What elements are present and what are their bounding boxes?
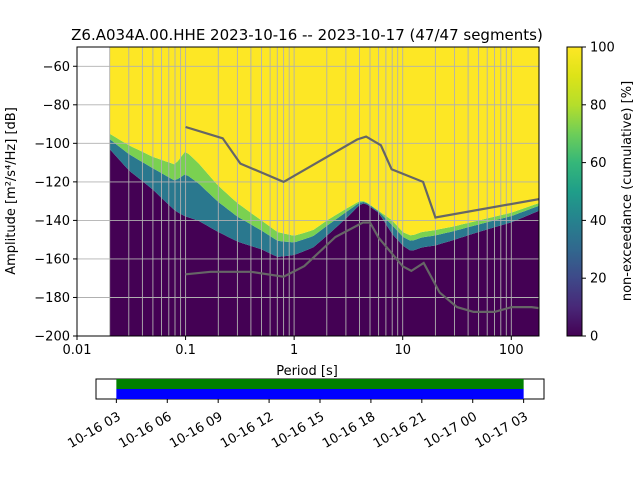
coverage-bar-available	[116, 379, 524, 389]
colorbar-tick-label: 80	[590, 98, 607, 113]
y-axis-label: Amplitude [m²/s⁴/Hz] [dB]	[4, 107, 19, 275]
x-axis-ticks: 0.01 0.1 1 10 100	[63, 336, 524, 358]
plot-frame	[76, 46, 540, 337]
timeline-tick-label: 10-17 00	[422, 409, 480, 451]
timeline-tick-label: 10-16 06	[116, 409, 174, 451]
timeline-tick-label: 10-16 18	[320, 409, 378, 451]
colorbar-tick-label: 0	[590, 330, 598, 345]
chart-title: Z6.A034A.00.HHE 2023-10-16 -- 2023-10-17…	[71, 26, 543, 44]
heatmap-high-region	[109, 47, 539, 236]
y-tick-label: −200	[34, 330, 70, 345]
nhnm-line	[185, 125, 539, 219]
colorbar-ticks: 0 20 40 60 80 100	[582, 41, 615, 345]
y-axis-ticks: −200 −180 −160 −140 −120 −100 −80 −60	[34, 60, 77, 345]
y-tick-label: −80	[43, 98, 70, 113]
x-tick-label: 0.1	[175, 343, 196, 358]
timeline-tick-label: 10-16 12	[218, 409, 276, 451]
colorbar-tick-label: 40	[590, 214, 607, 229]
x-tick-label: 100	[499, 343, 524, 358]
vertical-gridlines	[77, 47, 512, 336]
colorbar-tick-label: 60	[590, 156, 607, 171]
timeline-tick-label: 10-16 09	[167, 409, 225, 451]
timeline-tick-label: 10-16 21	[371, 409, 429, 451]
x-tick-label: 0.01	[63, 343, 92, 358]
horizontal-gridlines	[77, 65, 539, 336]
y-tick-label: −180	[34, 291, 70, 306]
y-tick-label: −100	[34, 137, 70, 152]
timeline-tick-label: 10-16 03	[65, 409, 123, 451]
colorbar-tick-label: 100	[590, 41, 615, 56]
timeline-tick-label: 10-17 03	[473, 409, 531, 451]
timeline-tick-label: 10-16 15	[269, 409, 327, 451]
y-tick-label: −120	[34, 175, 70, 190]
y-tick-label: −60	[43, 60, 70, 75]
colorbar	[566, 46, 583, 337]
y-tick-label: −160	[34, 252, 70, 267]
colorbar-label: non-exceedance (cumulative) [%]	[620, 81, 635, 301]
x-axis-label: Period [s]	[276, 364, 338, 379]
heatmap-low-region	[109, 149, 539, 336]
nlnm-line	[185, 221, 539, 313]
colorbar-tick-label: 20	[590, 272, 607, 287]
coverage-bar-used	[116, 389, 524, 399]
ppsd-plot-area	[77, 47, 539, 336]
heatmap-transition-band	[109, 139, 539, 257]
x-tick-label: 1	[290, 343, 298, 358]
x-tick-label: 10	[394, 343, 411, 358]
y-tick-label: −140	[34, 214, 70, 229]
